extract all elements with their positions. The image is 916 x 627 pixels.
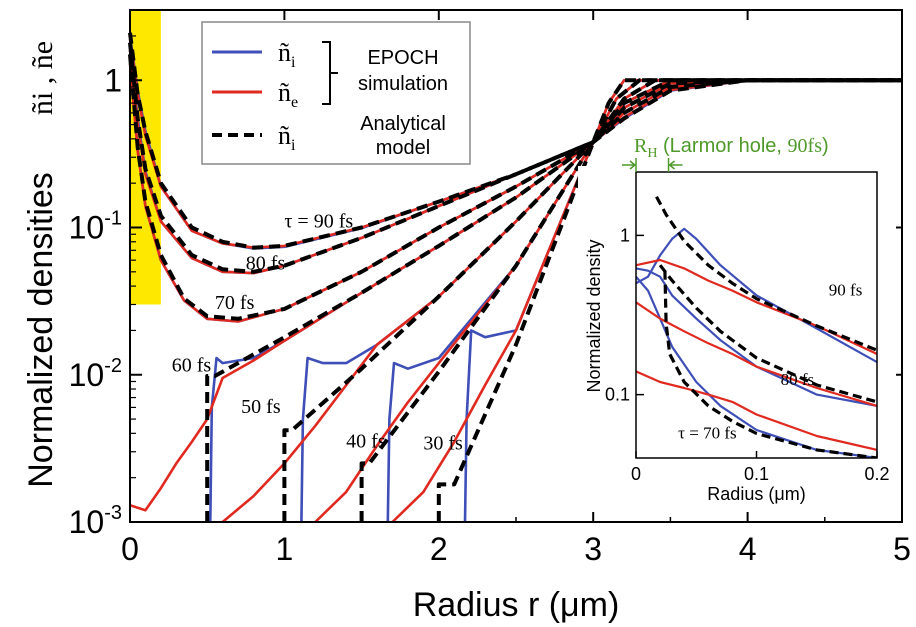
larmor-rest: (Larmor hole, — [657, 135, 787, 157]
y-tick-label: 1 — [104, 62, 122, 98]
legend-subscript: e — [291, 94, 298, 111]
curve-label: τ = 90 fs — [284, 211, 353, 233]
larmor-arrow-right — [668, 160, 683, 170]
inset-y-axis-label: Normalized density — [584, 239, 604, 392]
legend-symbol: ñ — [278, 38, 291, 67]
legend-subscript: i — [291, 137, 296, 154]
legend-analytical-line2: model — [376, 137, 430, 159]
larmor-arrow-left — [622, 160, 637, 170]
legend-symbol: ñ — [278, 121, 291, 150]
inset-x-tick-label: 0 — [631, 464, 641, 484]
y-axis-symbols: ñi , ñe — [26, 41, 59, 115]
larmor-sub: H — [647, 146, 657, 161]
inset-series-electron-5 — [636, 370, 877, 451]
series-analytical-2 — [128, 54, 902, 321]
y-tick-label: 10-3 — [69, 502, 122, 540]
legend-label-0: ñi — [278, 38, 296, 71]
legend-analytical-line1: Analytical — [360, 113, 446, 135]
y-tick-exponent: -1 — [104, 208, 122, 230]
series-analytical-1 — [128, 42, 902, 274]
inset-x-tick-label: 0.1 — [744, 464, 769, 484]
inset-curve-label: τ = 70 fs — [678, 424, 736, 443]
larmor-close: ) — [822, 135, 829, 157]
x-tick-label: 5 — [893, 531, 911, 567]
legend-bracket — [322, 41, 338, 105]
curve-label: 40 fs — [346, 431, 386, 453]
inset-curve-label: 80 fs — [781, 370, 815, 389]
inset-series-ion-0 — [636, 227, 877, 364]
y-tick-mantissa: 10 — [69, 210, 105, 246]
y-tick-label: 10-2 — [69, 355, 122, 393]
curve-label: 80 fs — [246, 252, 286, 274]
inset-y-tick-label: 1 — [620, 225, 630, 245]
series-electron-18 — [221, 79, 902, 523]
legend-label-2: ñi — [278, 121, 296, 154]
y-tick-mantissa: 10 — [69, 357, 105, 393]
legend-subscript: i — [291, 54, 296, 71]
y-tick-exponent: -3 — [104, 502, 122, 524]
x-tick-label: 2 — [430, 531, 448, 567]
inset-curve-label: 90 fs — [829, 280, 863, 299]
larmor-r: R — [634, 135, 648, 157]
series-analytical-5 — [359, 78, 902, 522]
series-analytical-6 — [436, 78, 902, 522]
curve-label: 30 fs — [423, 433, 463, 455]
y-tick-exponent: -2 — [104, 355, 122, 377]
x-tick-label: 1 — [276, 531, 294, 567]
series-analytical-4 — [282, 78, 902, 522]
y-tick-mantissa: 10 — [69, 504, 105, 540]
legend-epoch-line1: EPOCH — [367, 47, 438, 69]
curve-label: 60 fs — [172, 355, 212, 377]
inset-x-axis-label: Radius (μm) — [707, 484, 805, 504]
inset-series-analytical-8 — [663, 270, 877, 458]
series-analytical-0 — [128, 32, 902, 250]
larmor-time: 90fs — [788, 135, 823, 157]
x-tick-label: 3 — [584, 531, 602, 567]
inset-series-analytical-6 — [655, 195, 877, 352]
inset-series-analytical-7 — [658, 264, 877, 404]
y-tick-label: 10-1 — [69, 208, 122, 246]
inset-series-ion-1 — [636, 267, 877, 407]
legend-label-1: ñe — [278, 78, 298, 111]
x-tick-label: 0 — [121, 531, 139, 567]
y-axis-label: Normalized densities — [22, 172, 60, 488]
inset-series-electron-4 — [636, 301, 877, 407]
inset-series-group — [636, 195, 877, 458]
x-tick-label: 4 — [739, 531, 757, 567]
inset-x-tick-label: 0.2 — [864, 464, 889, 484]
curve-label: 50 fs — [241, 396, 281, 418]
y-tick-mantissa: 1 — [104, 62, 122, 98]
legend-epoch-line2: simulation — [358, 73, 448, 95]
x-axis-label: Radius r (μm) — [413, 586, 620, 624]
legend-symbol: ñ — [278, 78, 291, 107]
inset-y-tick-label: 0.1 — [605, 385, 630, 405]
larmor-hole-label: RH (Larmor hole, 90fs) — [634, 135, 829, 161]
curve-label: 70 fs — [215, 292, 255, 314]
